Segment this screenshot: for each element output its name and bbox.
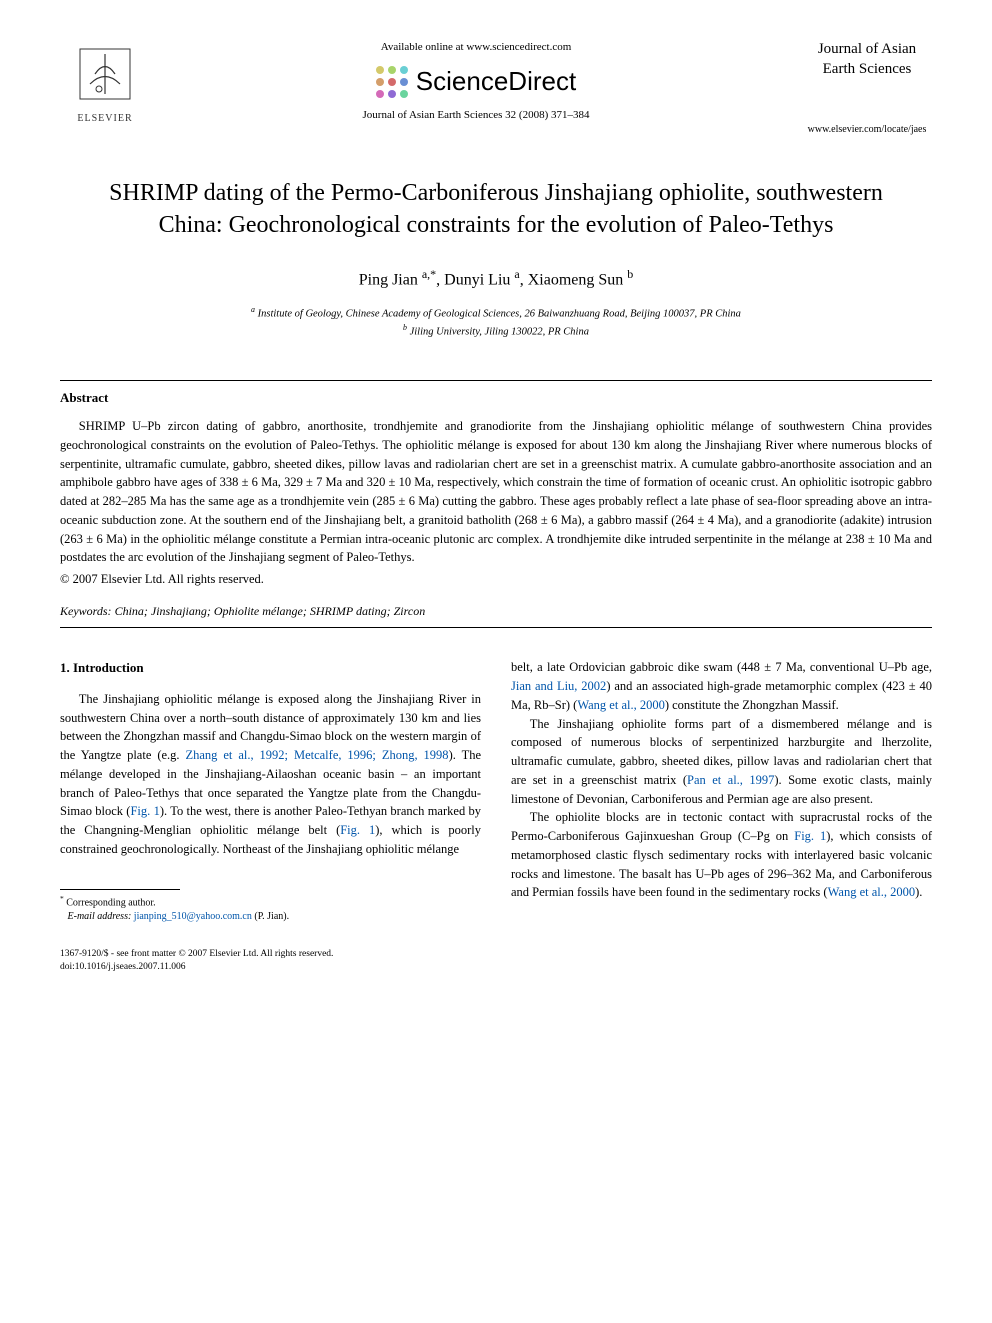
authors-line: Ping Jian a,*, Dunyi Liu a, Xiaomeng Sun…	[60, 266, 932, 292]
keywords-line: Keywords: China; Jinshajiang; Ophiolite …	[60, 603, 932, 620]
intro-paragraph-3: The ophiolite blocks are in tectonic con…	[511, 808, 932, 902]
citation-link[interactable]: Zhang et al., 1992; Metcalfe, 1996; Zhon…	[185, 748, 448, 762]
divider	[60, 627, 932, 628]
abstract-text: SHRIMP U–Pb zircon dating of gabbro, ano…	[60, 417, 932, 567]
footer-line1: 1367-9120/$ - see front matter © 2007 El…	[60, 948, 481, 961]
section-1-heading: 1. Introduction	[60, 658, 481, 678]
email-link[interactable]: jianping_510@yahoo.com.cn	[134, 911, 252, 922]
center-header: Available online at www.sciencedirect.co…	[150, 40, 802, 123]
keywords-label: Keywords:	[60, 604, 112, 618]
affiliation-a: a Institute of Geology, Chinese Academy …	[60, 304, 932, 322]
footer-info: 1367-9120/$ - see front matter © 2007 El…	[60, 948, 481, 975]
abstract-copyright: © 2007 Elsevier Ltd. All rights reserved…	[60, 571, 932, 589]
footer-doi: doi:10.1016/j.jseaes.2007.11.006	[60, 961, 481, 974]
sciencedirect-dots-icon	[376, 66, 408, 98]
citation-link[interactable]: Pan et al., 1997	[687, 773, 774, 787]
sciencedirect-text: ScienceDirect	[416, 63, 576, 99]
abstract-heading: Abstract	[60, 389, 932, 407]
citation-link[interactable]: Jian and Liu, 2002	[511, 679, 606, 693]
figure-link[interactable]: Fig. 1	[340, 823, 375, 837]
body-columns: 1. Introduction The Jinshajiang ophiolit…	[60, 658, 932, 974]
intro-paragraph-1-cont: belt, a late Ordovician gabbroic dike sw…	[511, 658, 932, 714]
footnote-rule	[60, 889, 180, 890]
citation-link[interactable]: Wang et al., 2000	[577, 698, 665, 712]
figure-link[interactable]: Fig. 1	[130, 804, 159, 818]
sciencedirect-logo: ScienceDirect	[150, 63, 802, 99]
affiliations: a Institute of Geology, Chinese Academy …	[60, 304, 932, 341]
elsevier-label: ELSEVIER	[77, 112, 132, 126]
divider	[60, 380, 932, 381]
column-right: belt, a late Ordovician gabbroic dike sw…	[511, 658, 932, 974]
journal-citation: Journal of Asian Earth Sciences 32 (2008…	[150, 108, 802, 123]
citation-link[interactable]: Wang et al., 2000	[828, 885, 916, 899]
available-online-text: Available online at www.sciencedirect.co…	[150, 40, 802, 55]
elsevier-tree-icon	[75, 44, 135, 112]
figure-link[interactable]: Fig. 1	[794, 829, 826, 843]
corresponding-author-footnote: * Corresponding author. E-mail address: …	[60, 894, 481, 924]
journal-name-box: Journal of Asian Earth Sciences www.else…	[802, 40, 932, 137]
intro-paragraph-1: The Jinshajiang ophiolitic mélange is ex…	[60, 690, 481, 859]
keywords-text: China; Jinshajiang; Ophiolite mélange; S…	[115, 604, 426, 618]
affiliation-b: b Jiling University, Jiling 130022, PR C…	[60, 322, 932, 340]
intro-paragraph-2: The Jinshajiang ophiolite forms part of …	[511, 715, 932, 809]
article-title: SHRIMP dating of the Permo-Carboniferous…	[100, 177, 892, 242]
journal-url: www.elsevier.com/locate/jaes	[802, 123, 932, 137]
journal-name-line1: Journal of Asian	[802, 40, 932, 60]
elsevier-logo: ELSEVIER	[60, 40, 150, 130]
header-row: ELSEVIER Available online at www.science…	[60, 40, 932, 137]
journal-name-line2: Earth Sciences	[802, 60, 932, 80]
column-left: 1. Introduction The Jinshajiang ophiolit…	[60, 658, 481, 974]
